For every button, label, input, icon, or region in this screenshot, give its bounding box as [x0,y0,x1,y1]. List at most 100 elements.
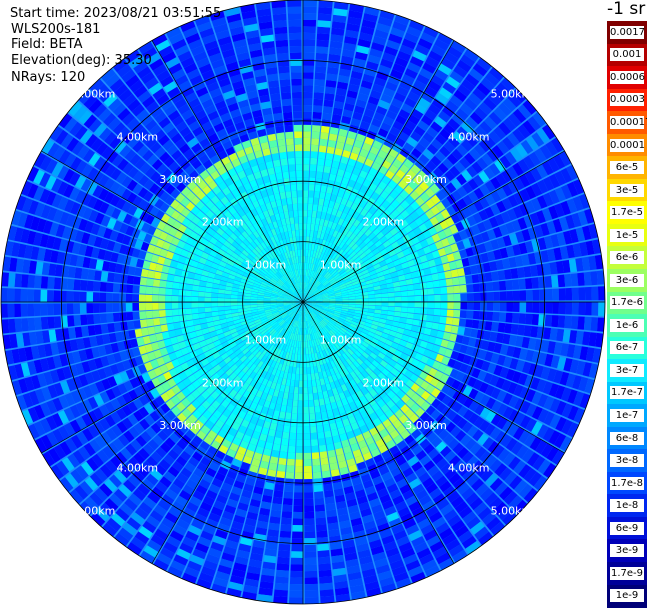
range-gate [326,503,336,511]
range-gate [296,453,303,460]
range-gate [585,302,592,315]
range-gate [67,279,74,290]
range-gate [329,133,338,141]
range-gate [294,492,303,499]
range-gate [286,465,294,472]
range-gate [186,284,193,290]
range-gate [293,400,298,407]
range-gate [407,313,414,319]
range-gate [80,303,87,313]
range-gate [278,458,286,465]
range-gate [282,505,292,512]
range-gate [558,275,566,288]
range-gate [511,324,519,335]
range-gate [211,307,218,312]
range-gate [309,177,315,184]
range-gate [320,589,334,597]
range-gate [119,284,126,293]
range-gate [41,317,49,330]
range-gate [297,420,303,427]
range-gate [480,292,487,301]
range-gate [459,276,467,284]
range-gate [304,453,311,460]
range-gate [280,524,291,531]
range-gate [34,317,42,330]
range-gate [140,277,147,285]
range-gate [505,280,512,290]
range-gate [446,278,453,286]
range-gate [34,290,41,303]
range-gate [276,570,289,578]
range-gate [1,304,8,318]
range-gate [274,437,282,445]
range-gate [166,281,173,288]
range-gate [172,289,179,295]
range-gate [224,302,231,306]
range-gate [318,432,325,439]
range-gate [303,66,314,73]
range-gate [317,27,330,34]
range-gate [598,286,605,300]
range-gate [395,297,402,302]
range-gate [530,326,538,338]
range-gate [251,302,258,304]
range-gate [80,315,87,326]
range-gate [319,445,327,452]
range-gate [325,159,333,167]
range-gate [311,446,318,453]
range-gate [304,407,309,414]
range-gate [320,583,334,591]
range-gate [8,288,15,302]
range-gate [73,303,80,314]
range-gate [326,74,337,82]
range-gate [571,273,579,286]
range-gate [211,303,218,307]
range-gate [288,446,295,453]
range-gate [565,302,572,315]
range-gate [132,294,139,302]
range-gate [314,191,320,198]
range-gate [107,272,115,282]
range-gate [291,558,303,565]
range-gate [320,132,329,140]
range-gate [325,437,333,445]
range-gate [28,275,35,288]
range-gate [301,348,303,355]
range-gate [317,33,330,41]
range-gate [152,287,159,294]
range-gate [81,268,89,279]
range-gate [326,153,334,161]
range-gate [165,303,172,309]
range-gate [499,281,506,291]
range-gate [438,324,446,332]
range-gate [303,125,311,132]
range-gate [552,289,559,301]
range-gate [318,152,326,159]
range-gate [314,92,324,99]
range-gate [474,302,481,310]
range-gate [295,466,303,473]
range-gate [546,302,553,314]
range-gate [298,394,303,401]
range-gate [67,291,74,302]
range-gate [551,275,559,287]
range-gate [290,577,303,584]
range-gate [545,276,553,288]
range-gate [298,414,304,421]
range-gate [460,285,467,293]
range-gate [311,145,319,152]
range-gate [303,99,312,106]
range-gate [533,302,540,313]
range-gate [153,318,160,326]
range-gate [294,499,303,506]
range-gate [106,293,113,302]
range-gate [165,310,172,317]
range-gate [34,276,42,289]
range-gate [191,303,198,308]
range-gate [532,277,539,288]
range-gate [299,387,303,394]
range-gate [532,314,539,325]
range-gate [68,266,76,278]
range-gate [355,299,362,302]
